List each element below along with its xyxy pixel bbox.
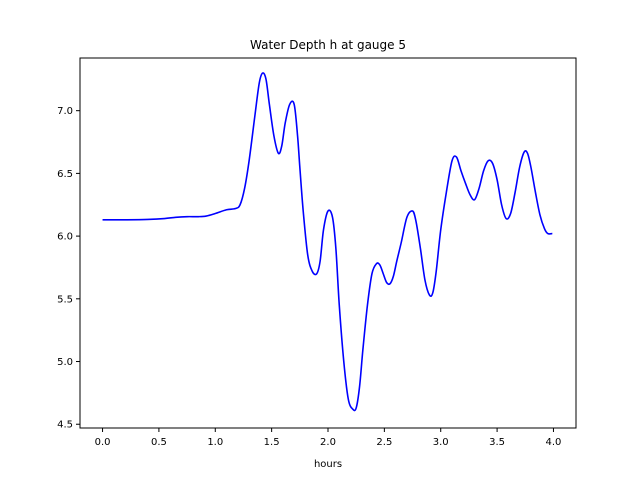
plot-area — [80, 58, 576, 428]
y-tick-label: 4.5 — [57, 420, 73, 431]
x-tick-label: 2.5 — [376, 437, 392, 448]
y-tick-label: 6.5 — [57, 169, 73, 180]
plot-frame — [79, 57, 577, 429]
x-tick-label: 3.0 — [433, 437, 449, 448]
y-tick-label: 5.5 — [57, 294, 73, 305]
x-axis-label: hours — [314, 459, 342, 470]
x-tick-label: 1.5 — [264, 437, 280, 448]
x-tick-label: 2.0 — [320, 437, 336, 448]
x-tick-label: 4.0 — [546, 437, 562, 448]
x-tick-label: 3.5 — [489, 437, 505, 448]
y-tick-label: 7.0 — [57, 106, 73, 117]
x-tick-label: 0.0 — [95, 437, 111, 448]
y-axis-ticks: 4.5 5.0 5.5 6.0 6.5 7.0 — [57, 106, 80, 431]
y-tick-label: 6.0 — [57, 232, 73, 243]
y-tick-label: 5.0 — [57, 357, 73, 368]
x-tick-label: 0.5 — [151, 437, 167, 448]
x-tick-label: 1.0 — [207, 437, 223, 448]
series-line-0 — [102, 72, 553, 412]
x-axis-ticks: 0.0 0.5 1.0 1.5 2.0 2.5 3.0 3.5 4.0 — [95, 428, 562, 448]
chart-title: Water Depth h at gauge 5 — [250, 38, 406, 52]
series-layer — [102, 72, 553, 412]
